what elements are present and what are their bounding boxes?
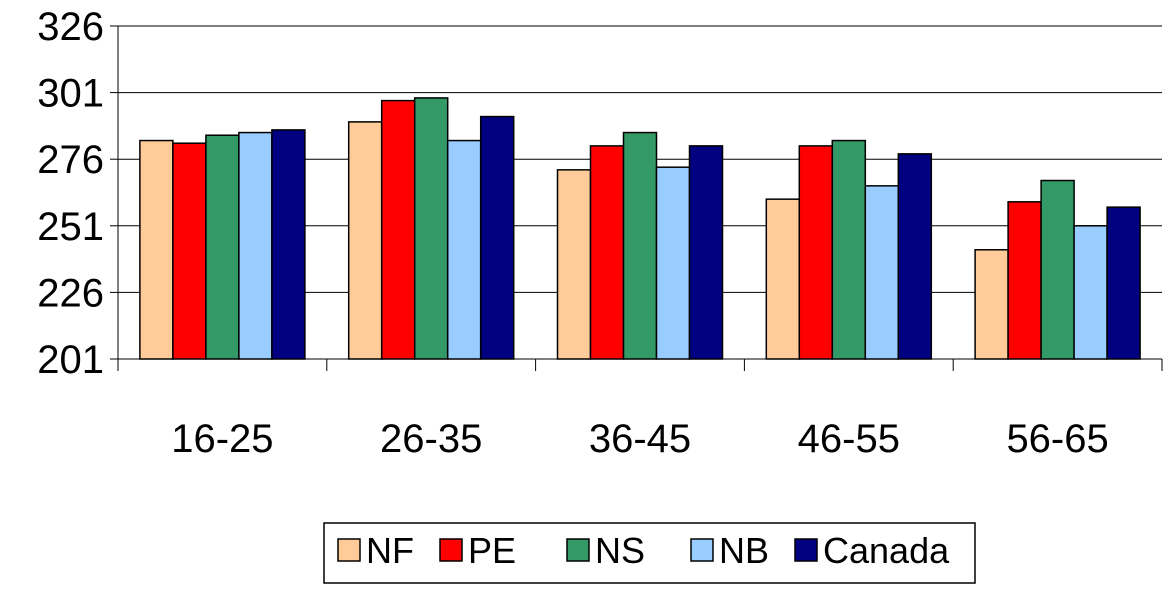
x-tick-labels: 16-25 26-35 36-45 46-55 56-65 (171, 417, 1109, 461)
legend-label-nf: NF (366, 530, 414, 571)
bar-nb-56-65 (1073, 225, 1108, 360)
legend-swatch-canada (794, 538, 818, 562)
bar-pe-46-55 (798, 145, 834, 360)
legend-box (323, 522, 976, 584)
bar-nb-26-35 (446, 139, 482, 360)
bar-nf-36-45 (556, 169, 592, 360)
y-tick-label: 226 (37, 271, 104, 315)
bar-ns-56-65 (1040, 179, 1075, 360)
bar-pe-36-45 (589, 145, 625, 360)
y-tick-label: 326 (37, 5, 104, 49)
legend-label-nb: NB (719, 530, 769, 571)
bar-nf-16-25 (139, 139, 174, 360)
bar-pe-26-35 (380, 99, 416, 360)
legend-label-canada: Canada (823, 530, 950, 571)
legend-swatch-nb (690, 538, 714, 562)
y-tick-label: 201 (37, 338, 104, 382)
bar-nb-16-25 (238, 131, 273, 360)
x-tick-label: 36-45 (589, 417, 691, 461)
bar-nb-36-45 (655, 166, 691, 360)
y-tick-labels: 326 301 276 251 226 201 (37, 5, 104, 382)
bar-nf-26-35 (347, 121, 383, 360)
bar-canada-16-25 (271, 129, 306, 360)
bar-ns-16-25 (205, 134, 240, 360)
legend-swatch-ns (566, 538, 590, 562)
y-tick-label: 301 (37, 72, 104, 116)
bar-nf-46-55 (765, 198, 801, 360)
x-tick-label: 16-25 (171, 417, 273, 461)
bar-nb-46-55 (864, 185, 900, 360)
bars (139, 97, 1141, 360)
x-tick-label: 26-35 (380, 417, 482, 461)
axes (110, 25, 1163, 371)
legend-swatch-nf (337, 538, 361, 562)
bar-ns-26-35 (413, 97, 449, 360)
bar-pe-56-65 (1007, 201, 1042, 360)
y-tick-label: 276 (37, 138, 104, 182)
bar-nf-56-65 (974, 249, 1009, 360)
legend-label-ns: NS (595, 530, 645, 571)
bar-pe-16-25 (172, 142, 207, 360)
x-tick-label: 56-65 (1006, 417, 1108, 461)
legend-label-pe: PE (468, 530, 516, 571)
legend-swatch-pe (439, 538, 463, 562)
bar-ns-36-45 (622, 131, 658, 360)
bar-canada-46-55 (897, 153, 933, 360)
bar-canada-36-45 (688, 145, 724, 360)
bar-canada-26-35 (479, 115, 515, 360)
x-tick-label: 46-55 (798, 417, 900, 461)
y-tick-label: 251 (37, 205, 104, 249)
legend: NF PE NS NB Canada (323, 522, 976, 584)
bar-ns-46-55 (831, 139, 867, 360)
bar-canada-56-65 (1106, 206, 1141, 360)
